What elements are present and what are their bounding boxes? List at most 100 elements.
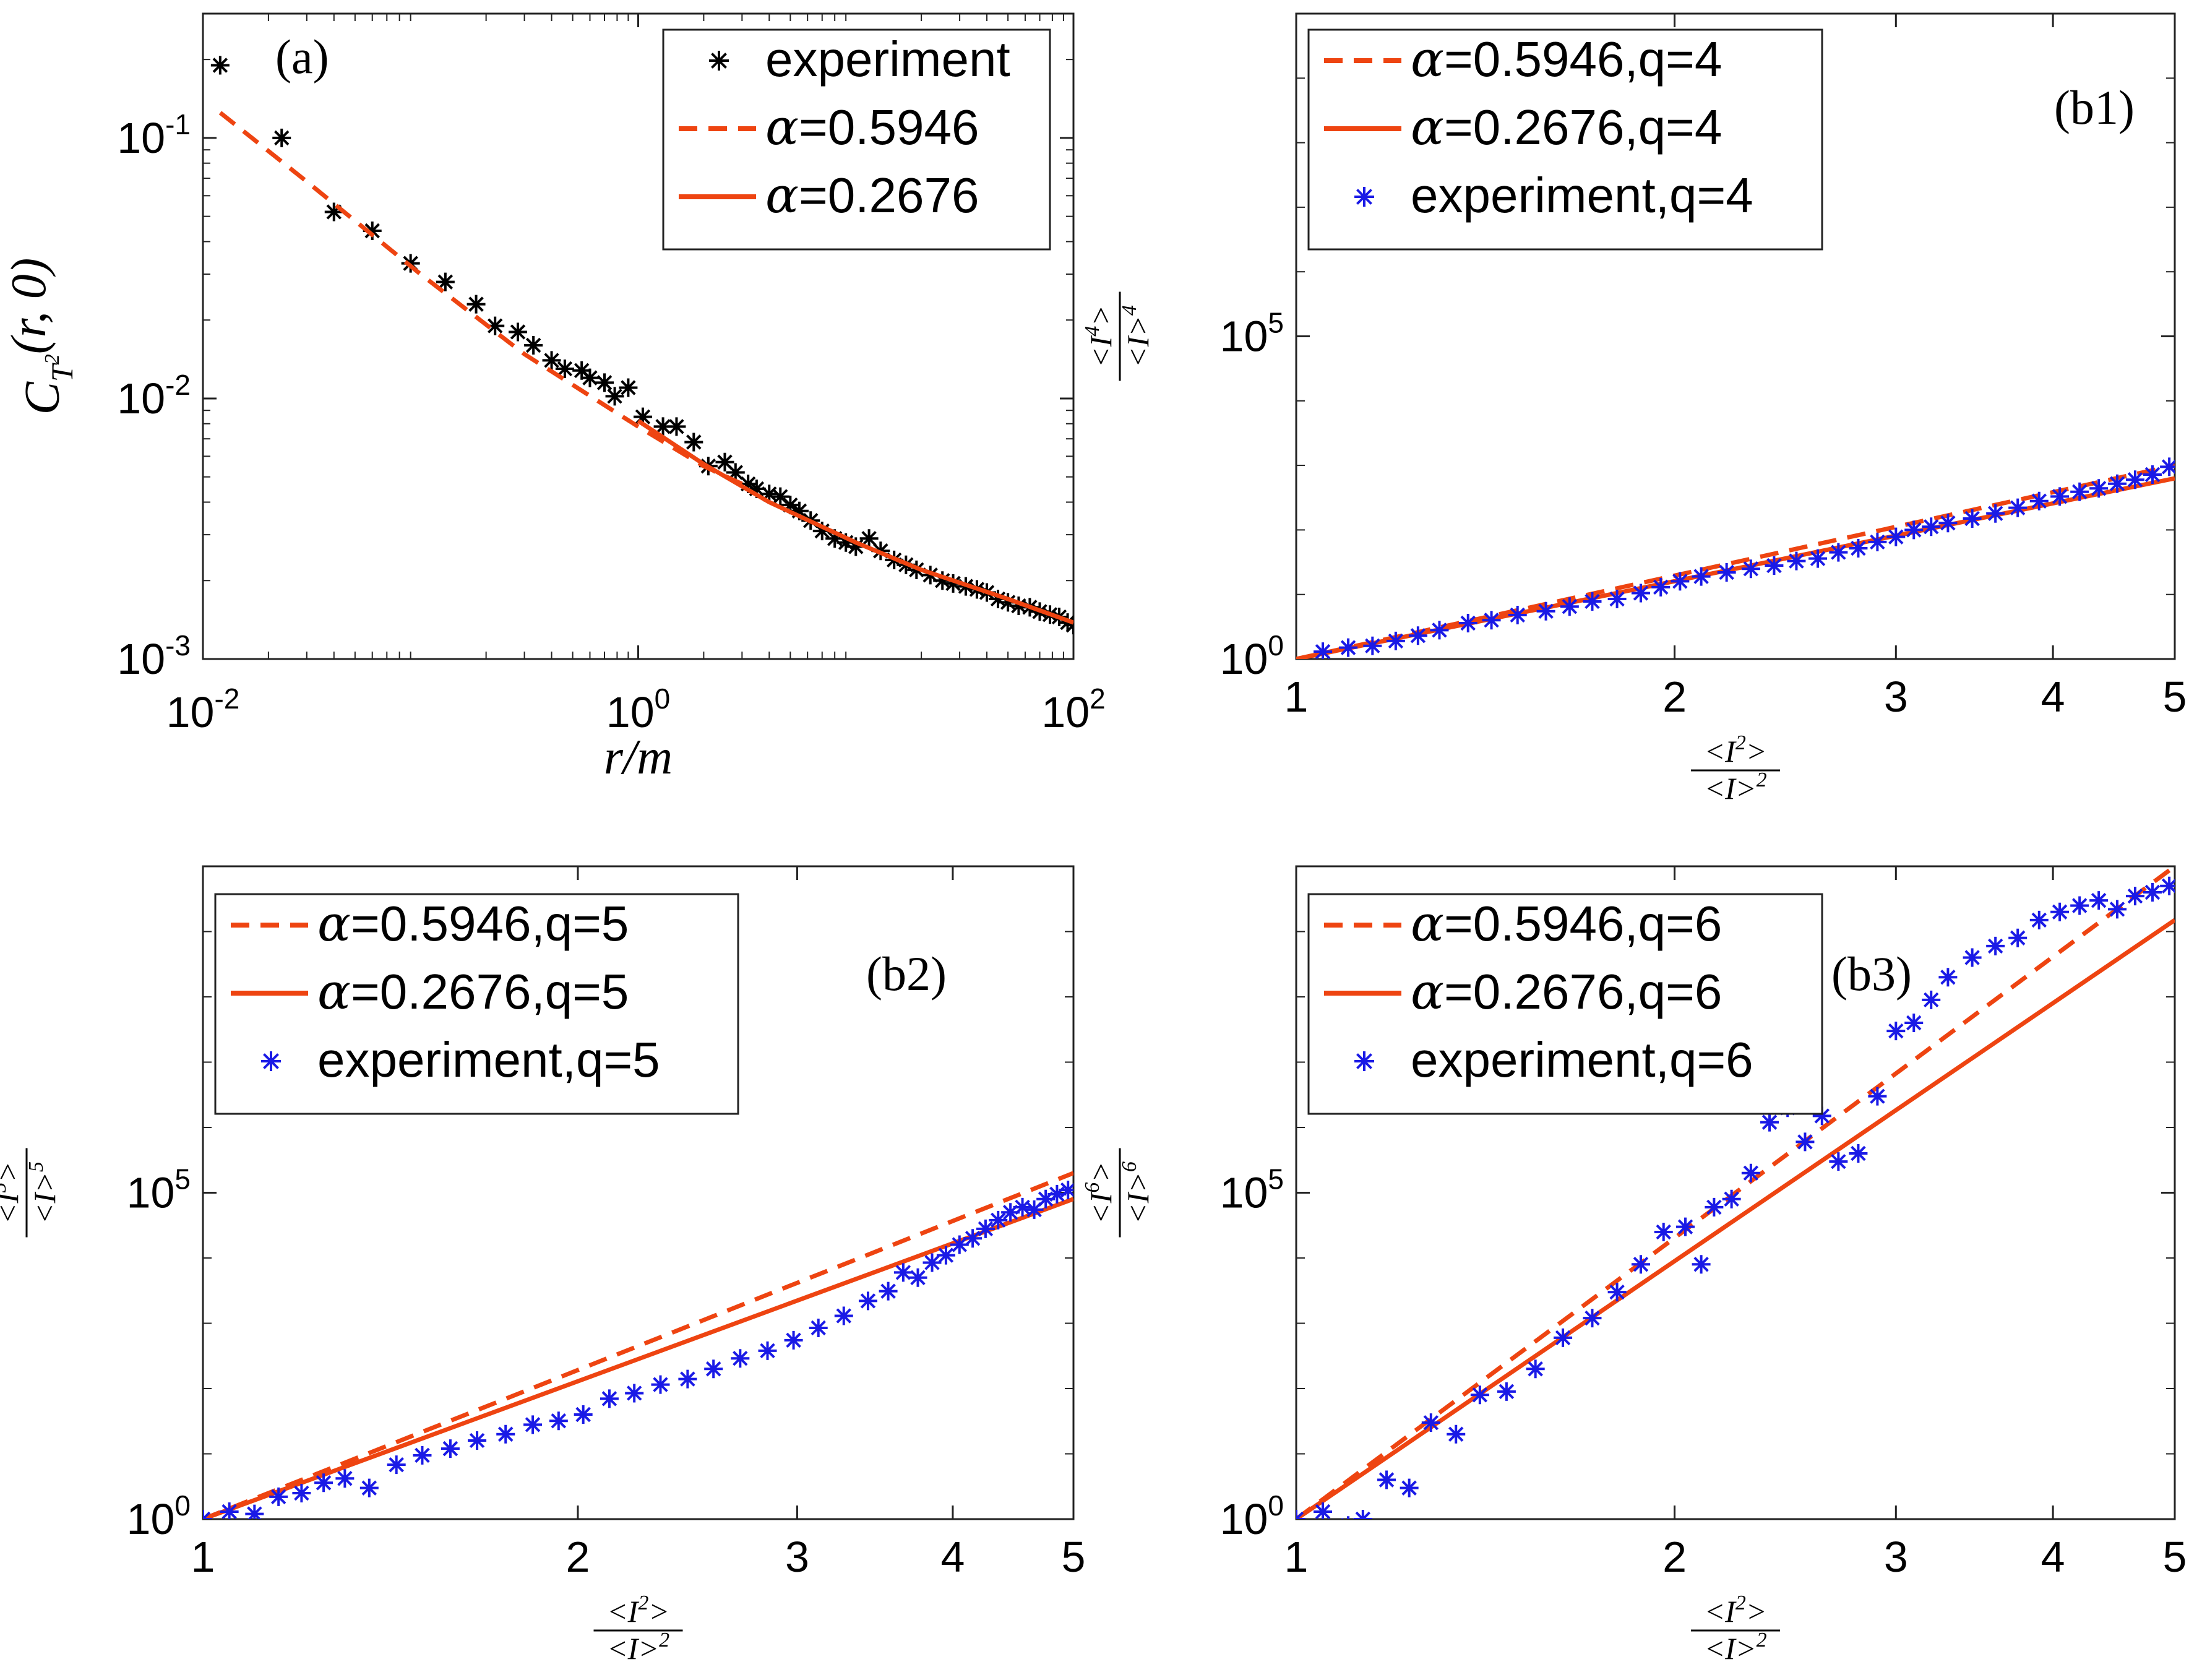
y-tick-label: 105 [1220, 1163, 1284, 1217]
data-point [486, 316, 505, 335]
data-point [2089, 479, 2109, 498]
data-point [1849, 539, 1868, 558]
legend-swatch-0 [709, 51, 729, 71]
data-point [2108, 474, 2127, 493]
data-point [542, 351, 561, 370]
data-point [784, 1330, 803, 1350]
data-point [989, 1210, 1008, 1230]
data-point [335, 1469, 355, 1488]
data-point [1868, 532, 1887, 551]
legend-label-1: α=0.2676,q=6 [1411, 963, 1722, 1020]
y-tick-label: 100 [1220, 1489, 1284, 1543]
data-point [1497, 1382, 1516, 1401]
data-point [704, 1359, 723, 1379]
y-axis-label: <I6><I>6 [1081, 1148, 1155, 1238]
data-point [1631, 584, 1650, 603]
data-point [859, 529, 879, 548]
y-tick-label: 105 [127, 1163, 191, 1217]
data-point [846, 537, 866, 556]
data-point [834, 1306, 853, 1325]
x-tick-label: 3 [1884, 673, 1908, 721]
data-point [210, 56, 230, 75]
data-point [1692, 567, 1711, 586]
legend-label-0: α=0.5946,q=5 [317, 895, 629, 952]
legend-box [1307, 893, 1823, 1115]
panel-b3: 1 2 3 4 5 100 105 α=0.5946,q=6 α=0.2676,q=6 exper… [1081, 865, 2187, 1666]
data-point [1938, 968, 1958, 987]
panel-b2: 1 2 3 4 5 100 105 α=0.5946,q=5 α=0.2676,q=5 exper… [0, 865, 1086, 1666]
y-axis-label-denominator: <I>6 [1118, 1161, 1155, 1224]
data-point [1482, 611, 1501, 630]
series-line-1 [1296, 918, 2175, 1519]
data-point [468, 1431, 487, 1450]
data-point [2125, 887, 2144, 906]
legend-label-1: α=0.5946 [765, 98, 979, 156]
data-point [595, 373, 614, 392]
plot-area [210, 56, 1073, 635]
series-line-1 [1296, 476, 2175, 659]
y-tick-label: 10-3 [117, 629, 191, 683]
data-point [684, 433, 703, 452]
data-point [726, 463, 745, 482]
data-point [893, 1263, 913, 1282]
panel-label: (a) [275, 30, 329, 84]
data-point [359, 1478, 379, 1497]
series-line-0 [203, 1171, 1073, 1519]
data-point [1938, 514, 1958, 533]
legend-box [1307, 28, 1823, 251]
data-point [1363, 636, 1382, 655]
data-point [1526, 1359, 1545, 1379]
data-point [739, 475, 758, 494]
y-axis-label: CT2(r, 0) [2, 258, 79, 415]
data-point [1314, 1502, 1333, 1519]
x-axis-label-numerator: <I2> [1704, 1592, 1766, 1629]
x-tick-label: 4 [2041, 1533, 2065, 1581]
panel-b1: 1 2 3 4 5 100 105 α=0.5946,q=4 α=0.2676,q=4 exper… [1081, 12, 2187, 806]
data-point [950, 1235, 969, 1254]
data-point [580, 368, 600, 387]
y-tick-label: 100 [1220, 629, 1284, 683]
data-point [1408, 626, 1427, 645]
data-point [625, 1384, 644, 1403]
data-point [1059, 1181, 1073, 1200]
x-tick-label: 5 [1062, 1533, 1086, 1581]
data-point [1808, 549, 1828, 568]
data-point [1904, 520, 1924, 540]
data-point [944, 574, 963, 593]
x-axis-label-numerator: <I2> [607, 1592, 669, 1629]
data-point [825, 529, 845, 548]
data-point [1986, 936, 2005, 955]
y-tick-label: 10-1 [117, 108, 191, 162]
legend: α=0.5946,q=6 α=0.2676,q=6 experiment,q=6 [1307, 893, 1823, 1115]
data-point [1795, 1132, 1815, 1152]
data-point [524, 336, 543, 355]
plot-area [1296, 457, 2175, 659]
data-point [1849, 1144, 1868, 1163]
data-point [1922, 517, 1941, 536]
data-point [2089, 891, 2109, 910]
data-point [1654, 1223, 1673, 1242]
data-point [976, 1219, 995, 1238]
data-point [496, 1424, 515, 1444]
data-point [555, 359, 574, 378]
legend-swatch-2 [1354, 1051, 1374, 1071]
data-point [324, 202, 343, 222]
data-point [549, 1411, 568, 1431]
data-point [2143, 882, 2162, 902]
data-point [387, 1455, 406, 1475]
x-tick-label: 2 [1662, 673, 1687, 721]
x-tick-label: 2 [1662, 1533, 1687, 1581]
data-point [2160, 876, 2175, 895]
x-axis-label-numerator: <I2> [1704, 731, 1766, 769]
data-point [999, 593, 1018, 612]
data-point [1651, 577, 1671, 597]
series-line-2 [637, 419, 1073, 625]
data-point [1400, 1478, 1419, 1497]
data-point [1705, 1197, 1724, 1217]
data-point [1607, 1283, 1627, 1302]
data-point [1296, 1510, 1305, 1519]
data-point [715, 452, 734, 472]
data-point [1963, 509, 1982, 528]
x-axis-label: <I2><I>2 [1691, 1592, 1780, 1666]
